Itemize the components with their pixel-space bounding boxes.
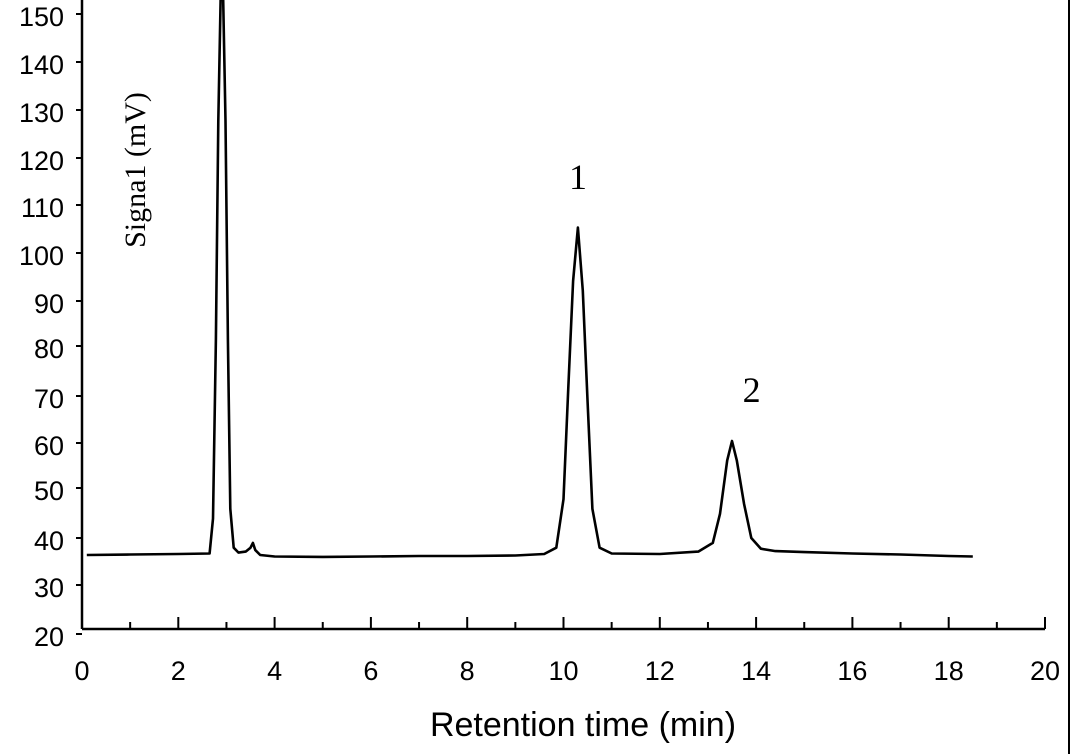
y-tick-label: 110 xyxy=(21,193,64,223)
peak-label-2: 2 xyxy=(743,370,761,410)
x-tick-label: 6 xyxy=(363,656,378,686)
y-tick-label: 40 xyxy=(34,526,64,556)
y-tick-label: 50 xyxy=(34,476,64,506)
y-tick-label: 30 xyxy=(34,573,64,603)
y-tick-label: 120 xyxy=(19,146,64,176)
x-tick-label: 12 xyxy=(645,656,675,686)
x-tick-label: 2 xyxy=(171,656,186,686)
x-tick-label: 16 xyxy=(837,656,867,686)
x-axis-label: Retention time (min) xyxy=(430,706,736,744)
x-tick-label: 8 xyxy=(460,656,475,686)
x-tick-label: 18 xyxy=(934,656,964,686)
axes xyxy=(80,0,1070,754)
y-tick-label: 100 xyxy=(19,241,64,271)
x-tick-label: 14 xyxy=(741,656,771,686)
peak-label-1: 1 xyxy=(569,157,587,197)
annotations: 12 xyxy=(569,157,761,410)
y-tick-label: 130 xyxy=(19,98,64,128)
y-tick-label: 60 xyxy=(34,431,64,461)
y-tick-label: 80 xyxy=(34,334,64,364)
ticks: 0 2 4 6 8 10 12 14 16 18 2020304050607080901001101… xyxy=(19,2,1060,686)
y-tick-label: 90 xyxy=(34,289,64,319)
x-tick-label: 0 xyxy=(74,656,89,686)
series-line-0 xyxy=(86,0,973,559)
y-axis-label: Signa1 (mV) xyxy=(119,92,152,248)
x-tick-label: 4 xyxy=(267,656,282,686)
series-group xyxy=(86,0,973,559)
y-tick-label: 140 xyxy=(19,50,64,80)
y-tick-label: 150 xyxy=(19,2,64,32)
x-tick-label: 20 xyxy=(1030,656,1060,686)
y-tick-label: 20 xyxy=(34,622,64,652)
x-tick-label: 10 xyxy=(548,656,578,686)
y-tick-label: 70 xyxy=(34,384,64,414)
